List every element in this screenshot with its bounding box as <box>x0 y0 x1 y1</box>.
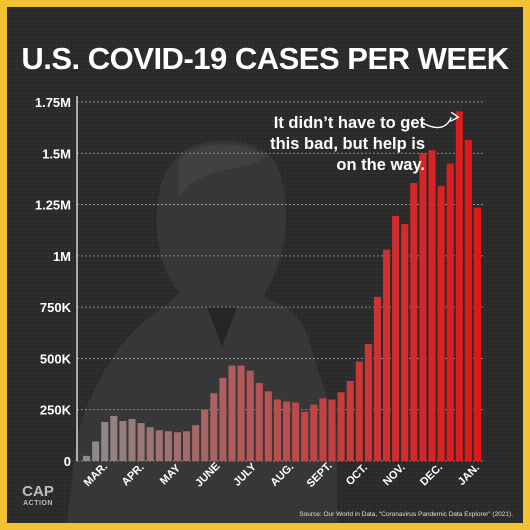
bar <box>446 163 454 462</box>
chart-title: U.S. COVID-19 CASES PER WEEK <box>21 41 509 76</box>
x-tick-label: NOV. <box>381 461 408 488</box>
bar-chart: 0 250K 500K 750K 1M 1.25M 1.5M 1.75M MAR. APR. MAY… <box>35 95 483 490</box>
bar <box>246 370 254 461</box>
annotation-line-1: It didn’t have to get <box>273 114 425 132</box>
poster-frame: U.S. COVID-19 CASES PER WEEK 0 250K 500K 75… <box>7 7 523 523</box>
bar <box>237 365 245 461</box>
annotation-text: It didn’t have to get this bad, but help… <box>245 113 425 176</box>
x-tick-label: JULY <box>231 461 259 489</box>
logo-line-2: ACTION <box>23 500 53 507</box>
bar <box>373 296 381 461</box>
bar <box>392 215 400 461</box>
annotation-line-3: on the way. <box>336 156 425 174</box>
y-tick-label: 1.5M <box>42 146 71 161</box>
x-tick-label: JUNE <box>193 460 222 489</box>
x-tick-label: APR. <box>120 461 147 488</box>
bar <box>264 391 272 461</box>
bar <box>355 361 363 461</box>
y-tick-label: 0 <box>64 454 71 469</box>
bar <box>328 399 336 461</box>
y-tick-label: 750K <box>40 300 72 315</box>
bar <box>255 383 263 461</box>
bar <box>410 183 418 461</box>
bar <box>137 423 145 461</box>
x-tick-label: OCT. <box>344 462 370 488</box>
x-tick-label: MAY <box>158 462 184 488</box>
bar <box>473 207 481 461</box>
annotation-line-2: this bad, but help is <box>270 135 425 153</box>
bar <box>92 441 100 461</box>
bar <box>83 455 91 461</box>
y-tick-label: 500K <box>40 351 72 366</box>
bar <box>201 409 209 461</box>
bar <box>192 425 200 461</box>
bar <box>455 111 463 461</box>
x-tick-label: AUG. <box>268 461 296 489</box>
bar <box>310 404 318 461</box>
bar <box>173 432 181 461</box>
bar <box>219 377 227 461</box>
bar <box>110 415 118 461</box>
bar <box>210 393 218 461</box>
y-tick-label: 1M <box>53 249 71 264</box>
logo-line-1: CAP <box>22 483 54 500</box>
bar <box>273 399 281 461</box>
bar <box>346 380 354 461</box>
bar <box>228 365 236 461</box>
bar <box>464 139 472 462</box>
bar <box>164 431 172 461</box>
bar <box>337 392 345 461</box>
x-tick-label: MAR. <box>82 461 110 489</box>
bar <box>419 153 427 462</box>
bar <box>319 398 327 461</box>
bar <box>146 427 154 461</box>
bar <box>364 344 372 461</box>
x-tick-label: JAN. <box>456 462 482 488</box>
bar <box>101 422 109 461</box>
bar <box>292 402 300 461</box>
bar <box>119 420 127 461</box>
cap-action-logo: CAP ACTION <box>21 484 55 508</box>
y-tick-label: 250K <box>40 403 72 418</box>
x-tick-label: DEC. <box>418 461 445 488</box>
source-note: Source: Our World in Data, “Coronavirus … <box>299 511 513 518</box>
bar <box>383 249 391 461</box>
bar <box>301 411 309 461</box>
x-tick-label: SEPT. <box>305 460 335 490</box>
bar <box>437 186 445 461</box>
bar <box>183 431 191 461</box>
y-tick-label: 1.25M <box>35 198 71 213</box>
bar <box>155 430 163 461</box>
bar <box>428 150 436 462</box>
annotation-arrowhead <box>449 111 460 122</box>
bar <box>283 401 291 461</box>
bar <box>401 224 409 461</box>
annotation-arrow <box>422 116 452 129</box>
bar <box>128 418 136 461</box>
y-tick-label: 1.75M <box>35 95 71 110</box>
